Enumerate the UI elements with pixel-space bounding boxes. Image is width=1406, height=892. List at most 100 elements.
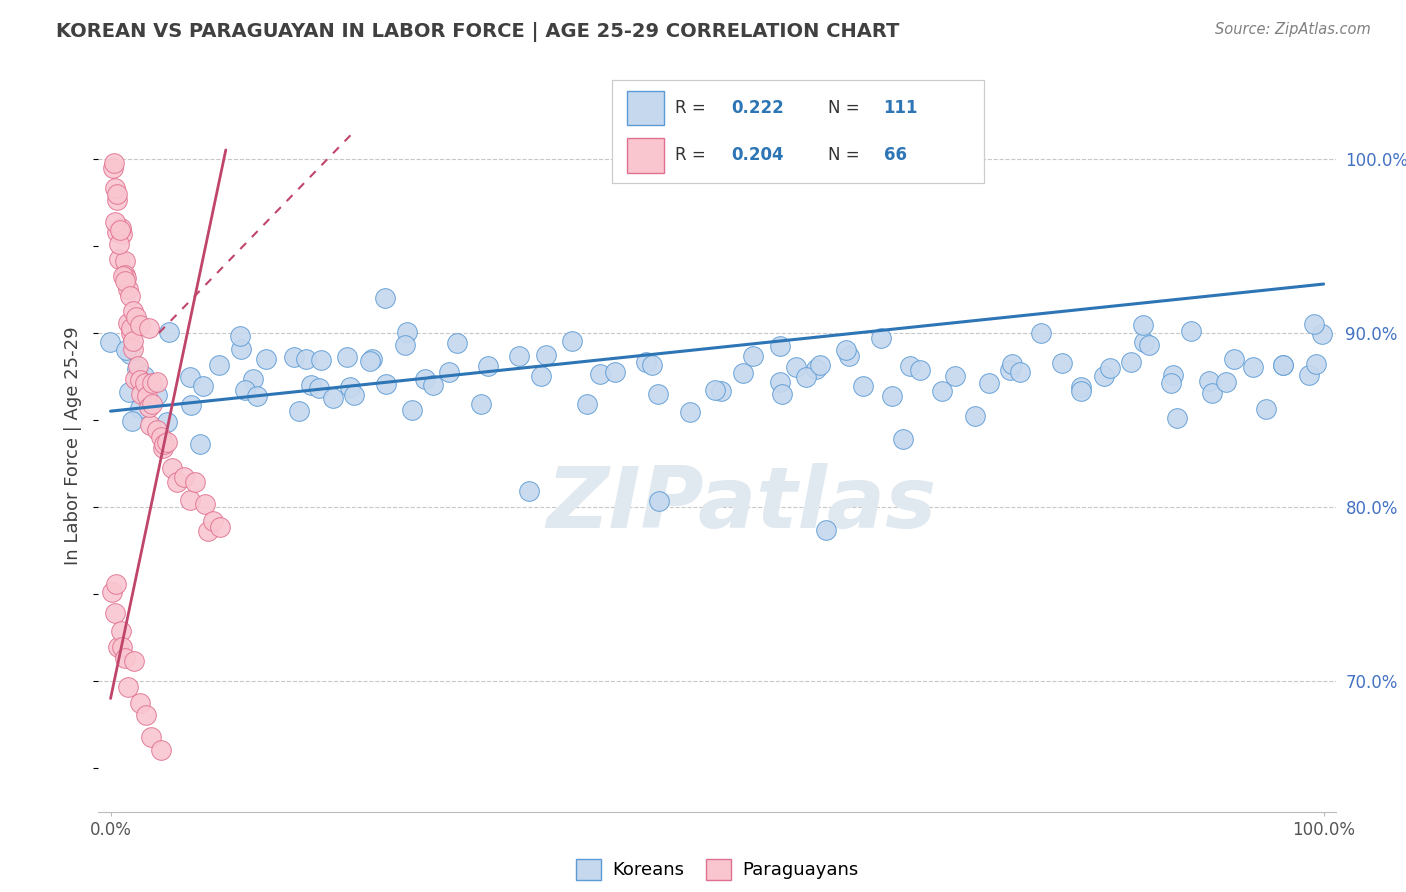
Point: [361, 351, 384, 366]
Text: R =: R =: [675, 146, 711, 164]
Point: [1133, 335, 1156, 350]
Point: [229, 328, 252, 343]
Point: [647, 494, 669, 508]
Point: [173, 470, 195, 484]
Point: [1254, 402, 1277, 417]
Point: [794, 370, 817, 384]
Point: [1092, 368, 1115, 383]
Point: [110, 227, 132, 242]
Point: [908, 363, 931, 377]
Point: [394, 337, 416, 351]
Point: [202, 514, 225, 528]
Point: [413, 371, 436, 385]
Point: [589, 368, 612, 382]
Point: [1241, 360, 1264, 375]
Point: [283, 350, 305, 364]
Point: [1161, 368, 1184, 383]
Point: [1272, 358, 1295, 372]
Point: [1029, 326, 1052, 341]
Point: [112, 268, 135, 283]
Point: [1271, 358, 1294, 372]
Point: [977, 376, 1000, 390]
Point: [103, 156, 125, 170]
Point: [188, 437, 211, 451]
Bar: [627, 137, 664, 173]
Point: [943, 369, 966, 384]
Point: [1070, 384, 1092, 398]
Point: [104, 215, 127, 229]
Point: [640, 358, 662, 372]
Point: [101, 161, 124, 176]
Point: [141, 376, 163, 390]
Text: 111: 111: [883, 99, 918, 117]
Point: [139, 730, 162, 744]
Point: [104, 606, 127, 620]
Point: [180, 398, 202, 412]
Point: [742, 349, 765, 363]
Point: [804, 362, 827, 376]
Point: [120, 326, 142, 341]
Point: [125, 310, 148, 324]
Point: [98, 334, 121, 349]
Point: [179, 493, 201, 508]
Point: [1001, 358, 1024, 372]
Bar: [627, 91, 664, 126]
Point: [105, 193, 128, 207]
Point: [111, 640, 134, 654]
Point: [146, 375, 169, 389]
Point: [870, 330, 893, 344]
Text: N =: N =: [828, 146, 865, 164]
Text: N =: N =: [828, 99, 865, 117]
Point: [322, 391, 344, 405]
Point: [359, 354, 381, 368]
Point: [1166, 410, 1188, 425]
Point: [931, 384, 953, 399]
Point: [769, 339, 792, 353]
Point: [134, 369, 156, 384]
Point: [156, 415, 179, 429]
Point: [634, 355, 657, 369]
Point: [153, 437, 176, 451]
Point: [122, 342, 145, 356]
Y-axis label: In Labor Force | Age 25-29: In Labor Force | Age 25-29: [65, 326, 83, 566]
Point: [114, 268, 136, 282]
Point: [127, 361, 149, 376]
Point: [709, 384, 731, 398]
Point: [374, 291, 396, 305]
Point: [157, 325, 180, 339]
Point: [129, 373, 152, 387]
Legend: Koreans, Paraguayans: Koreans, Paraguayans: [569, 852, 865, 887]
Point: [107, 252, 129, 266]
Point: [998, 362, 1021, 376]
Point: [396, 325, 419, 339]
Point: [1302, 317, 1324, 331]
Point: [770, 387, 793, 401]
Point: [129, 318, 152, 333]
Point: [1099, 361, 1122, 376]
Point: [110, 624, 132, 639]
Point: [1132, 318, 1154, 332]
Point: [134, 376, 156, 390]
Point: [1180, 324, 1202, 338]
Point: [838, 350, 860, 364]
Point: [343, 388, 366, 402]
Point: [309, 353, 332, 368]
Point: [156, 434, 179, 449]
Point: [160, 460, 183, 475]
Point: [508, 349, 530, 363]
Point: [530, 368, 553, 383]
Point: [437, 365, 460, 379]
Point: [294, 352, 316, 367]
Point: [135, 708, 157, 723]
Point: [446, 335, 468, 350]
Point: [703, 384, 725, 398]
Point: [242, 371, 264, 385]
Point: [115, 270, 138, 285]
Text: KOREAN VS PARAGUAYAN IN LABOR FORCE | AGE 25-29 CORRELATION CHART: KOREAN VS PARAGUAYAN IN LABOR FORCE | AG…: [56, 22, 900, 42]
Point: [477, 359, 499, 373]
Point: [179, 370, 201, 384]
Point: [336, 351, 359, 365]
Point: [470, 397, 492, 411]
Point: [110, 221, 132, 235]
Text: 66: 66: [883, 146, 907, 164]
